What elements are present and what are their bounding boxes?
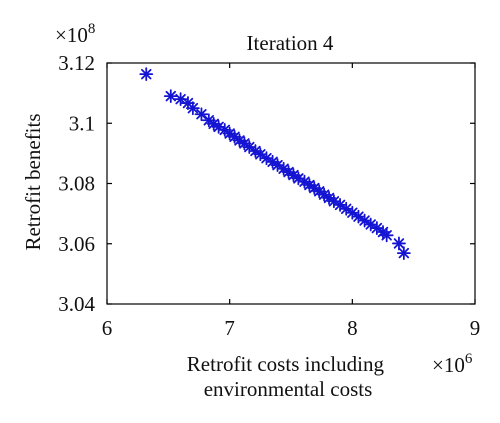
data-point (206, 116, 221, 131)
data-point (302, 178, 317, 192)
y-axis-ticks: 3.04 3.06 3.08 3.1 3.12 (58, 51, 475, 316)
y-tick-label: 3.12 (58, 51, 95, 75)
x-axis-ticks: 6 7 8 9 (102, 63, 481, 340)
y-axis-label: Retrofit benefits (21, 113, 45, 250)
data-point (185, 101, 200, 116)
x-multiplier-exponent: 6 (465, 351, 473, 367)
data-point (357, 213, 372, 228)
x-multiplier: ×106 (432, 351, 473, 377)
chart-title: Iteration 4 (247, 31, 334, 55)
data-point (333, 197, 347, 212)
y-tick-label: 3.06 (58, 232, 95, 256)
data-point (396, 246, 411, 260)
y-tick-label: 3.1 (69, 111, 95, 135)
y-tick-label: 3.08 (58, 172, 95, 196)
x-axis-label-line-2: environmental costs (204, 377, 373, 401)
x-tick-label: 7 (224, 316, 235, 340)
y-tick-label: 3.04 (58, 292, 95, 316)
data-point (194, 107, 209, 122)
data-points (139, 67, 411, 260)
x-tick-label: 8 (347, 316, 358, 340)
data-point (392, 236, 406, 251)
y-multiplier: ×108 (55, 21, 95, 47)
x-multiplier-base: ×10 (432, 353, 465, 377)
data-point (139, 67, 154, 82)
x-tick-label: 9 (470, 316, 481, 340)
data-point (173, 92, 188, 107)
x-axis-label-line-1: Retrofit costs including (187, 352, 385, 376)
y-multiplier-exponent: 8 (88, 21, 96, 37)
y-multiplier-base: ×10 (55, 23, 88, 47)
plot-area-frame (106, 62, 476, 305)
x-axis-label: Retrofit costs including environmental c… (187, 352, 389, 401)
data-point (351, 209, 366, 224)
data-point (379, 228, 394, 243)
x-tick-label: 6 (102, 316, 113, 340)
data-point (163, 89, 178, 104)
